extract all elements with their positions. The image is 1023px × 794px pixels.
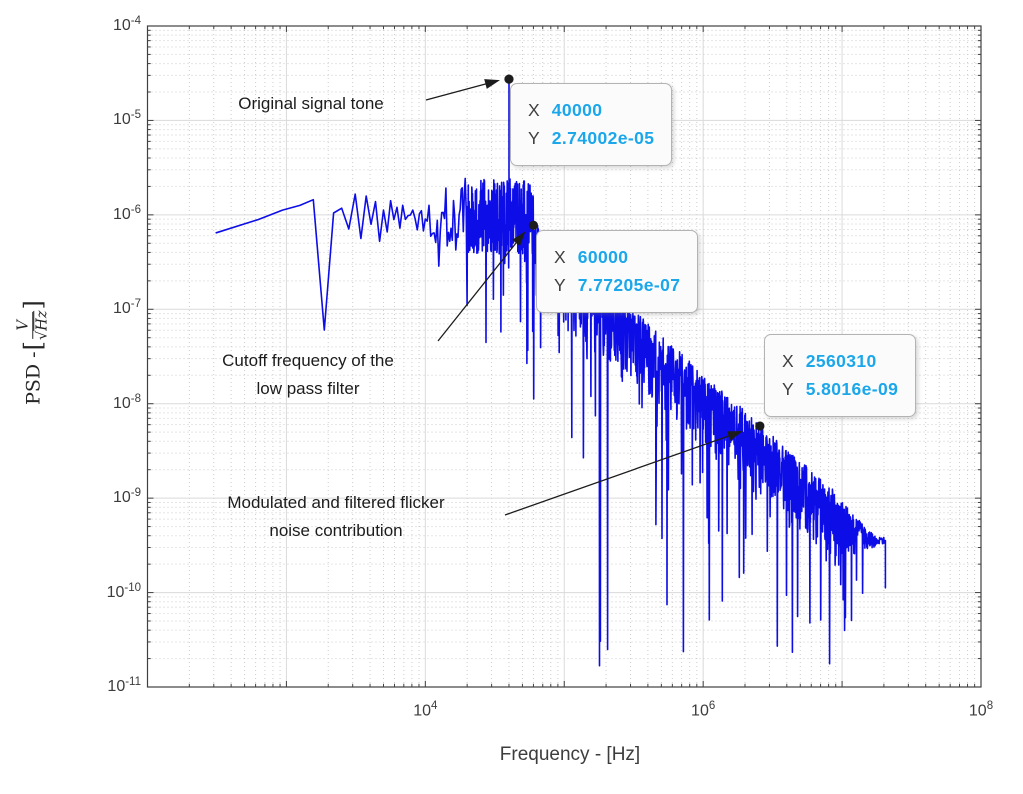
annotation-arrows <box>425 79 743 516</box>
annotation-arrow-line <box>425 81 493 101</box>
y-axis-tick-label: 10-9 <box>112 486 141 507</box>
datatip-marker[interactable] <box>504 74 514 84</box>
datatip-coordinate-label: Y <box>554 275 566 296</box>
datatip-box[interactable]: X 60000 Y 7.77205e-07 <box>536 230 699 313</box>
datatip-coordinate-value: 2.74002e-05 <box>551 128 655 149</box>
annotation-arrow-line <box>504 433 736 516</box>
annotation-line: low pass filter <box>256 379 360 398</box>
y-axis-tick-label: 10-10 <box>106 581 141 601</box>
datatip-coordinate-value: 40000 <box>551 100 603 120</box>
annotation-line: Modulated and filtered flicker <box>227 493 445 513</box>
axis-ticks <box>147 25 982 688</box>
y-axis-tick-label: 10-5 <box>112 109 141 129</box>
y-axis-tick-label: 10-7 <box>112 298 141 318</box>
annotation-line: noise contribution <box>269 521 403 540</box>
datatip-row: X 60000 <box>554 243 680 271</box>
datatip-coordinate-value: 7.77205e-07 <box>577 275 681 296</box>
x-axis-tick-label: 108 <box>968 700 994 720</box>
datatip-markers <box>504 74 765 431</box>
y-axis-title-open-bracket: [ <box>19 341 47 351</box>
datatip-coordinate-label: X <box>528 100 540 120</box>
psd-curve <box>215 78 887 667</box>
x-axis-tick-label: 104 <box>413 700 438 720</box>
datatip-marker[interactable] <box>528 220 539 230</box>
datatip-row: Y 5.8016e-09 <box>782 375 898 403</box>
y-axis-tick-label: 10-8 <box>112 392 141 412</box>
datatip-box[interactable]: X 2560310 Y 5.8016e-09 <box>764 334 917 417</box>
datatip-coordinate-value: 2560310 <box>805 351 877 371</box>
annotation-line: Original signal tone <box>238 94 384 114</box>
x-axis-title: Frequency - [Hz] <box>499 744 641 765</box>
datatip-box[interactable]: X 40000 Y 2.74002e-05 <box>510 83 673 166</box>
annotation-arrow-line <box>437 237 521 342</box>
annotation-text: Original signal tone <box>238 90 384 118</box>
y-axis-tick-label: 10-4 <box>112 14 141 35</box>
annotation-arrow-head <box>484 79 500 89</box>
datatip-coordinate-label: Y <box>782 379 794 400</box>
datatip-marker[interactable] <box>755 421 765 431</box>
annotation-arrow-head <box>512 231 526 247</box>
annotation-text: Modulated and filtered flicker noise cont… <box>227 489 444 545</box>
datatip-coordinate-label: Y <box>528 128 540 149</box>
annotation-arrow-head <box>727 431 743 441</box>
annotation-line: Cutoff frequency of the <box>222 351 394 371</box>
datatip-coordinate-label: X <box>782 351 794 371</box>
sqrt-sign: √ <box>34 330 51 341</box>
datatip-coordinate-label: X <box>554 247 566 267</box>
y-axis-tick-label: 10-11 <box>107 675 141 696</box>
datatip-coordinate-value: 5.8016e-09 <box>805 379 899 400</box>
y-axis-tick-label: 10-6 <box>112 203 141 223</box>
annotation-text: Cutoff frequency of the low pass filter <box>222 347 394 403</box>
x-axis-tick-label: 106 <box>691 700 716 720</box>
datatip-coordinate-value: 60000 <box>577 247 629 267</box>
datatip-row: Y 2.74002e-05 <box>528 124 654 152</box>
datatip-row: X 40000 <box>528 96 654 124</box>
datatip-row: X 2560310 <box>782 347 898 375</box>
datatip-row: Y 7.77205e-07 <box>554 271 680 299</box>
